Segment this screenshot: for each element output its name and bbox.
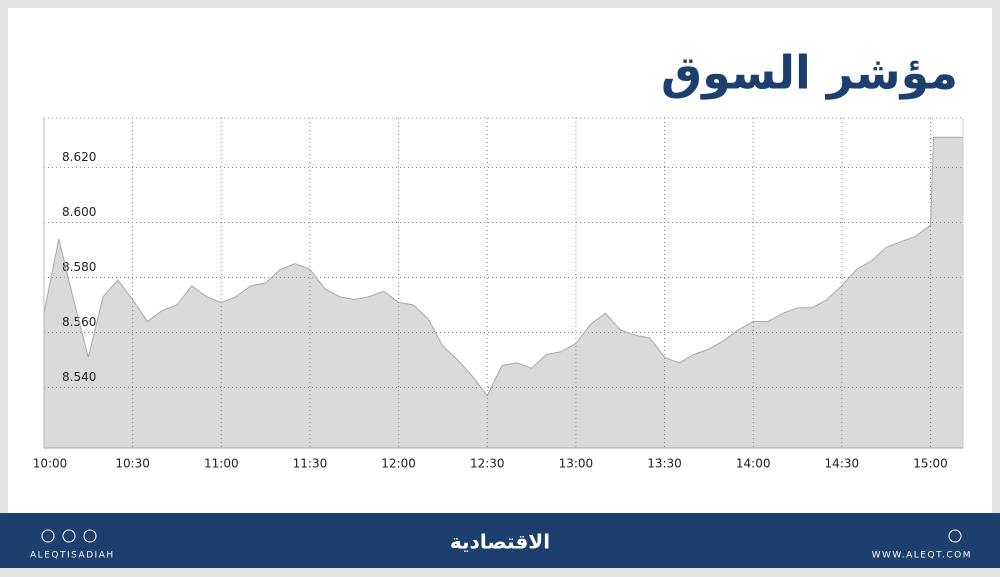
footer-handle: ALEQTISADIAH xyxy=(30,551,115,561)
x-tick-label: 13:30 xyxy=(647,457,682,471)
y-tick-label: 8.540 xyxy=(62,370,96,384)
x-tick-label: 11:00 xyxy=(204,457,239,471)
footer-logo: الاقتصادية xyxy=(450,530,550,554)
x-tick-label: 11:30 xyxy=(293,457,328,471)
x-tick-label: 12:30 xyxy=(470,457,505,471)
x-tick-label: 12:00 xyxy=(381,457,416,471)
icon-web xyxy=(948,529,962,543)
chart-title: مؤشر السوق xyxy=(661,46,958,100)
footer xyxy=(0,513,1000,568)
x-tick-label: 15:00 xyxy=(913,457,948,471)
icon-instagram xyxy=(41,529,55,543)
x-tick-label: 14:00 xyxy=(736,457,771,471)
y-tick-label: 8.620 xyxy=(62,150,96,164)
y-tick-label: 8.600 xyxy=(62,205,96,219)
x-tick-label: 10:30 xyxy=(115,457,150,471)
x-tick-label: 14:30 xyxy=(825,457,860,471)
icon-twitter xyxy=(83,529,97,543)
area-line xyxy=(43,136,963,397)
area-fill xyxy=(44,137,963,448)
icon-facebook xyxy=(62,529,76,543)
footer-url: WWW.ALEQT.COM xyxy=(872,551,972,561)
x-tick-label: 10:00 xyxy=(33,457,68,471)
x-tick-label: 13:00 xyxy=(559,457,594,471)
y-tick-label: 8.580 xyxy=(62,260,96,274)
